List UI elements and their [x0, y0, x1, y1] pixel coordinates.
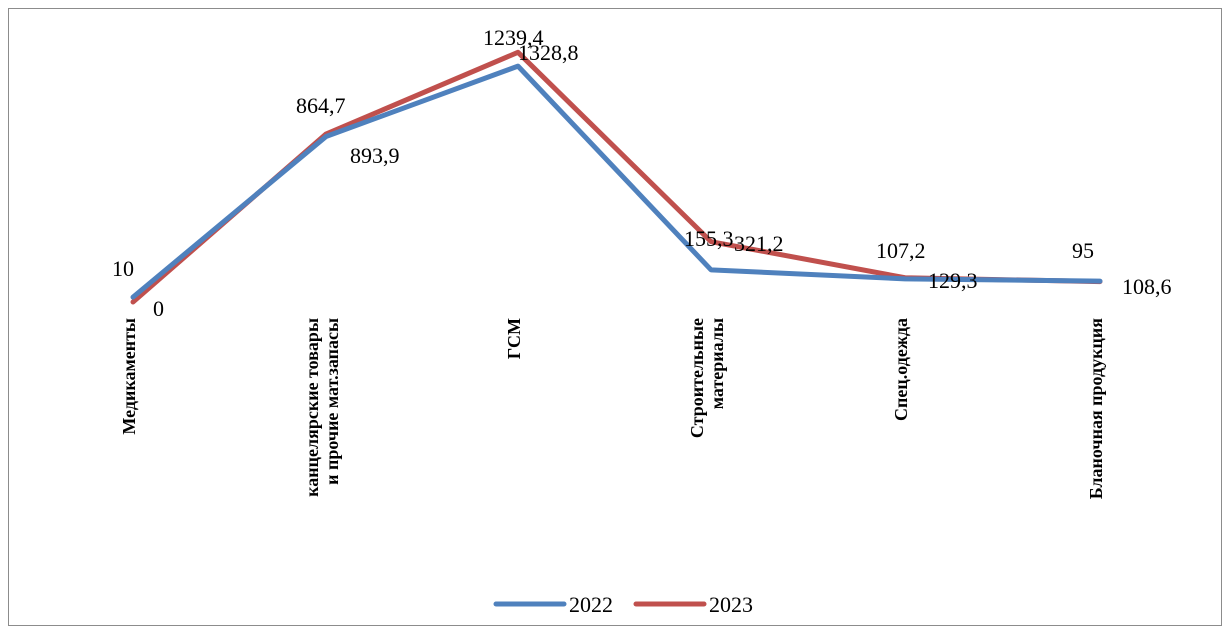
category-label: канцелярские товары: [302, 318, 322, 497]
series-line-2022: [130, 63, 1103, 300]
legend-label-2023: 2023: [709, 592, 753, 617]
data-label-2022: 864,7: [296, 93, 346, 118]
category-label: Строительные: [687, 318, 707, 438]
data-label-2022: 1239,4: [483, 25, 544, 50]
data-label-2022: 10: [112, 256, 134, 281]
data-label-2023: 0: [153, 296, 164, 321]
data-label-2023: 108,6: [1122, 274, 1172, 299]
chart-frame: [8, 8, 1222, 626]
data-label-2023: 129,3: [928, 268, 978, 293]
category-label: ГСМ: [504, 318, 524, 359]
legend-label-2022: 2022: [569, 592, 613, 617]
category-label: материалы: [707, 318, 727, 409]
data-label-2022: 95: [1072, 238, 1094, 263]
category-label: Бланочная продукция: [1086, 318, 1106, 500]
data-label-2023: 893,9: [350, 143, 400, 168]
data-label-2023: 321,2: [734, 231, 784, 256]
category-label: Спец.одежда: [891, 318, 911, 421]
data-label-2023: 1328,8: [518, 40, 579, 65]
category-label: и прочие мат.запасы: [322, 318, 342, 485]
data-label-2022: 107,2: [876, 238, 926, 263]
category-label: Медикаменты: [119, 318, 139, 435]
data-label-2022: 155,3: [684, 226, 734, 251]
